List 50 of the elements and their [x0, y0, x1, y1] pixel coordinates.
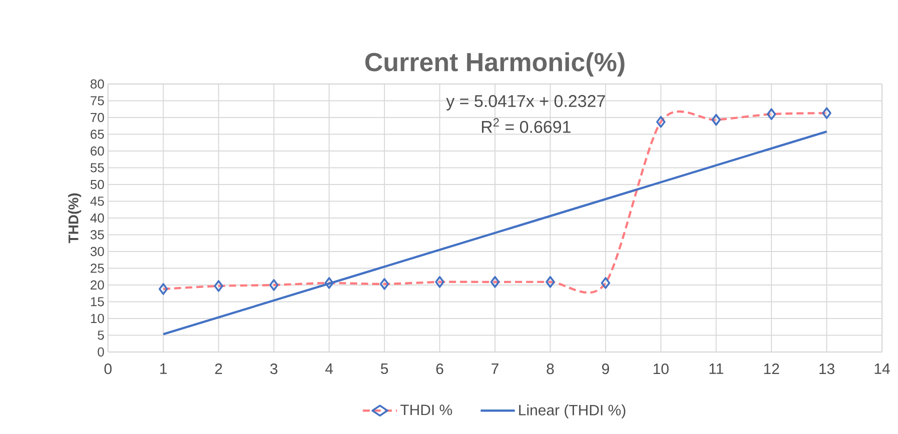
x-tick-label: 3	[270, 364, 278, 374]
point	[214, 280, 224, 292]
x-tick-label: 9	[602, 364, 610, 374]
chart-title: Current Harmonic(%)	[365, 52, 624, 76]
y-tick-label: 20	[90, 280, 104, 290]
y-tick-label: 40	[90, 213, 104, 223]
y-tick-label: 80	[90, 79, 104, 89]
y-tick-label: 5	[98, 330, 104, 340]
point	[600, 277, 610, 289]
point	[380, 278, 390, 290]
x-tick-label: 7	[492, 364, 498, 374]
y-tick-label: 55	[90, 163, 104, 172]
point	[822, 107, 832, 120]
x-tick-label: 4	[325, 364, 333, 374]
x-tick-label: 11	[709, 364, 724, 374]
x-tick-label: 13	[820, 364, 834, 374]
y-tick-label: 35	[90, 230, 104, 240]
annotation: R$^{2}$ = 0.6691	[482, 118, 570, 133]
point	[490, 276, 500, 288]
x-tick-label: 1	[160, 364, 167, 374]
y-tick-label: 65	[90, 130, 104, 139]
point	[766, 108, 776, 120]
y-tick-label: 50	[90, 180, 104, 190]
y-tick-label: 10	[91, 314, 104, 324]
y-tick-label: 60	[90, 146, 104, 156]
y-tick-label: 75	[90, 96, 104, 106]
point	[158, 283, 168, 295]
legend-label: Linear (THDI %)	[519, 404, 626, 418]
y-tick-label: 30	[90, 246, 104, 256]
annotation: y = 5.0417x + 0.2327	[446, 95, 605, 110]
y-tick-label: 70	[90, 112, 104, 122]
point	[324, 277, 334, 289]
point	[656, 116, 666, 128]
y-axis-title: THD(%)	[68, 193, 82, 244]
x-tick-label: 14	[874, 364, 890, 374]
point	[546, 276, 555, 288]
point	[711, 114, 721, 126]
point	[435, 276, 444, 288]
y-tick-label: 0	[98, 347, 104, 357]
point	[269, 279, 279, 291]
legend-label: THDI %	[400, 404, 452, 416]
y-tick-label: 25	[90, 264, 104, 273]
x-tick-label: 2	[215, 364, 222, 374]
x-tick-label: 8	[546, 364, 554, 374]
x-tick-label: 10	[654, 364, 669, 374]
x-tick-label: 6	[436, 364, 444, 374]
x-tick-label: 5	[380, 364, 388, 374]
x-tick-label: 12	[764, 364, 780, 374]
y-tick-label: 15	[91, 297, 104, 306]
y-tick-label: 45	[90, 196, 104, 206]
